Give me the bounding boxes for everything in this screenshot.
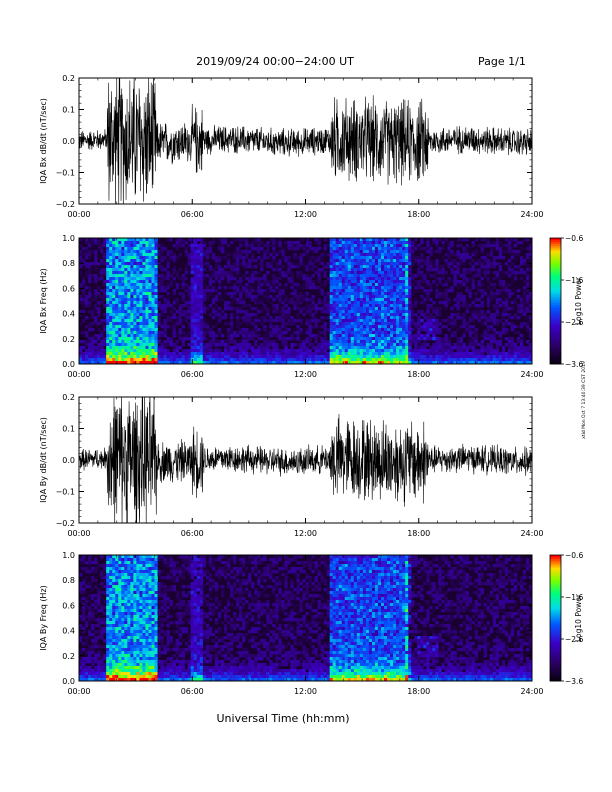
x-tick-label: 12:00 <box>294 687 317 696</box>
y-tick-label: 0.1 <box>62 425 75 434</box>
waveform-trace <box>79 397 532 523</box>
colorbar-tick-label: −2.6 <box>565 318 583 327</box>
colorbar-tick-label: −0.6 <box>565 234 583 243</box>
x-tick-label: 24:00 <box>520 687 543 696</box>
x-axis-label: Universal Time (hh:mm) <box>217 712 350 725</box>
x-tick-label: 12:00 <box>294 210 317 219</box>
y-tick-label: 0.0 <box>62 456 75 465</box>
y-tick-label: 0.8 <box>62 259 75 268</box>
y-tick-label: 0.0 <box>62 677 75 686</box>
x-tick-label: 06:00 <box>181 687 204 696</box>
x-tick-label: 18:00 <box>407 529 430 538</box>
x-tick-label: 12:00 <box>294 370 317 379</box>
colorbar: −0.6 −1.6 −2.6 −3.6 Log10 Power <box>549 551 583 686</box>
y-tick-label: −0.2 <box>56 200 75 209</box>
y-axis-label: IQA Bx dB/dt (nT/sec) <box>39 98 48 184</box>
y-tick-label: 0.0 <box>62 360 75 369</box>
y-tick-label: −0.1 <box>56 488 75 497</box>
y-tick-label: 0.0 <box>62 137 75 146</box>
y-tick-label: 0.6 <box>62 601 75 610</box>
y-axis-label: IQA Bx Freq (Hz) <box>39 268 48 334</box>
colorbar-label: Log10 Power <box>574 276 583 325</box>
x-tick-label: 06:00 <box>181 210 204 219</box>
panel-2: 1.0 0.8 0.6 0.4 0.2 0.0 −0.6 −1.6 −2.6 −3.6 Log10 … <box>39 234 583 379</box>
panel-4: 1.0 0.8 0.6 0.4 0.2 0.0 −0.6 −1.6 −2.6 −3.6 Log10 … <box>39 551 583 696</box>
x-tick-label: 24:00 <box>520 210 543 219</box>
colorbar-label: Log10 Power <box>574 593 583 642</box>
y-tick-label: 0.4 <box>62 627 75 636</box>
x-tick-label: 24:00 <box>520 370 543 379</box>
x-tick-label: 00:00 <box>67 370 90 379</box>
y-tick-label: 0.6 <box>62 284 75 293</box>
y-tick-label: 0.2 <box>62 335 75 344</box>
y-tick-label: −0.2 <box>56 519 75 528</box>
y-tick-label: 1.0 <box>62 551 75 560</box>
x-tick-label: 00:00 <box>67 210 90 219</box>
panel-1: 0.2 0.1 0.0 −0.1 −0.200:00 06:00 12:00 18:00 24:… <box>39 74 544 219</box>
x-tick-label: 24:00 <box>520 529 543 538</box>
y-axis-label: IQA By dB/dt (nT/sec) <box>39 417 48 503</box>
x-tick-label: 18:00 <box>407 370 430 379</box>
panel-3: 0.2 0.1 0.0 −0.1 −0.200:00 06:00 12:00 18:00 24:… <box>39 393 544 538</box>
spectrogram-cells <box>79 238 532 364</box>
colorbar-tick-label: −3.6 <box>565 360 583 369</box>
y-tick-label: 0.1 <box>62 106 75 115</box>
x-tick-label: 18:00 <box>407 210 430 219</box>
waveform-trace <box>79 78 532 204</box>
x-tick-label: 00:00 <box>67 687 90 696</box>
date-range-title: 2019/09/24 00:00−24:00 UT <box>196 55 354 68</box>
x-tick-label: 12:00 <box>294 529 317 538</box>
y-tick-label: 0.2 <box>62 74 75 83</box>
timestamp-note: xtid Mon Oct 7 13:40:39 CST 2019 <box>581 361 587 439</box>
x-tick-label: 06:00 <box>181 529 204 538</box>
colorbar: −0.6 −1.6 −2.6 −3.6 Log10 Power <box>549 234 583 369</box>
y-tick-label: −0.1 <box>56 169 75 178</box>
y-tick-label: 0.8 <box>62 576 75 585</box>
y-axis-label: IQA By Freq (Hz) <box>39 585 48 651</box>
y-tick-label: 0.4 <box>62 310 75 319</box>
x-tick-label: 06:00 <box>181 370 204 379</box>
y-tick-label: 0.2 <box>62 652 75 661</box>
spectrogram-cells <box>79 555 532 681</box>
x-tick-label: 18:00 <box>407 687 430 696</box>
x-tick-label: 00:00 <box>67 529 90 538</box>
colorbar-tick-label: −0.6 <box>565 551 583 560</box>
y-tick-label: 0.2 <box>62 393 75 402</box>
colorbar-tick-label: −3.6 <box>565 677 583 686</box>
colorbar-tick-label: −1.6 <box>565 276 583 285</box>
page-number: Page 1/1 <box>478 55 526 68</box>
colorbar-tick-label: −1.6 <box>565 593 583 602</box>
colorbar-tick-label: −2.6 <box>565 635 583 644</box>
y-tick-label: 1.0 <box>62 234 75 243</box>
